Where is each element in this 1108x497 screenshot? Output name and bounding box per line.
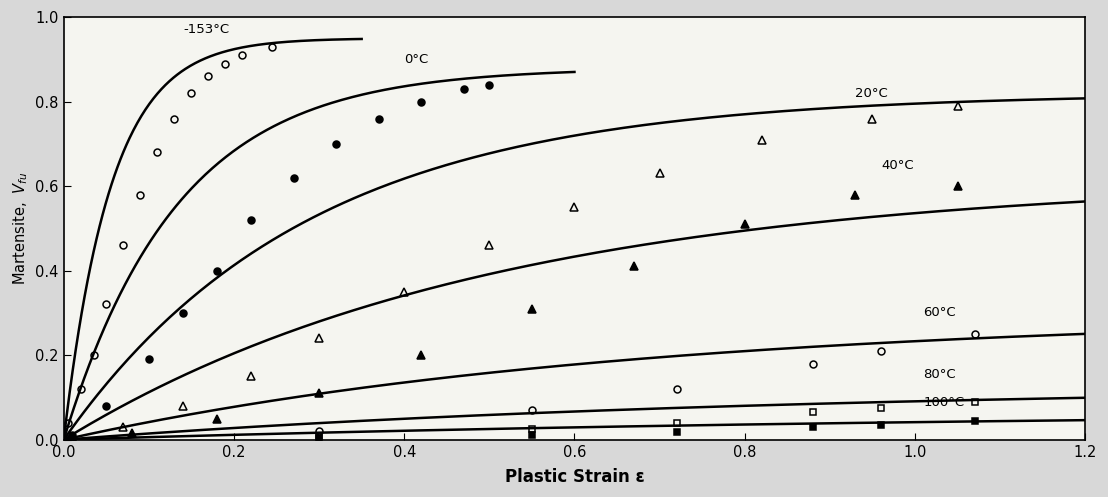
Text: 40°C: 40°C <box>881 159 913 171</box>
Text: 60°C: 60°C <box>923 307 956 320</box>
X-axis label: Plastic Strain ε: Plastic Strain ε <box>504 468 645 486</box>
Text: 100°C: 100°C <box>923 396 965 409</box>
Text: 0°C: 0°C <box>404 53 429 66</box>
Text: 80°C: 80°C <box>923 368 956 381</box>
Y-axis label: Martensite,  $V_{fu}$: Martensite, $V_{fu}$ <box>11 171 30 285</box>
Text: -153°C: -153°C <box>183 23 229 36</box>
Text: 20°C: 20°C <box>855 86 889 100</box>
